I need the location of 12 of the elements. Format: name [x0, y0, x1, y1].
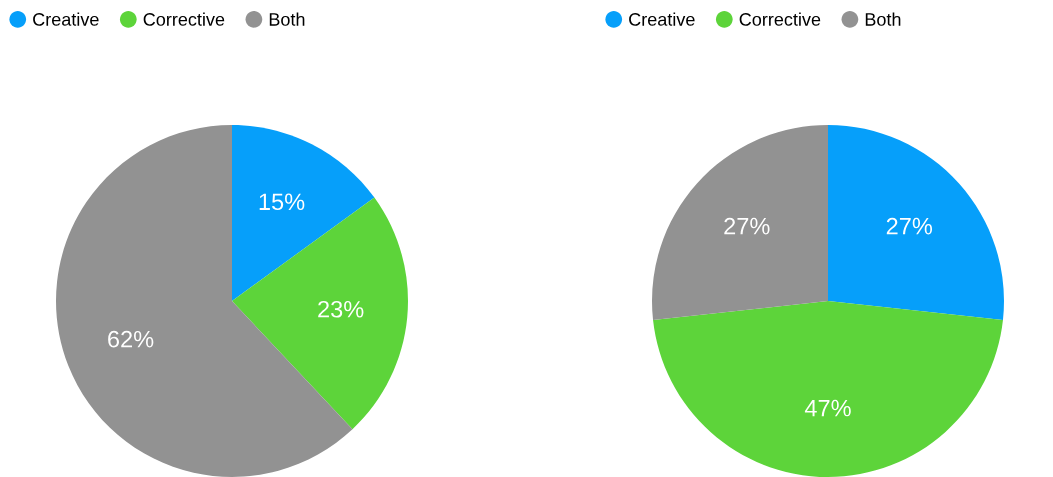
data-label: 27% [724, 217, 770, 235]
legend-label: Both [269, 12, 305, 26]
data-label: 27% [886, 217, 933, 235]
data-label: 47% [804, 399, 851, 417]
data-label: 23% [318, 300, 364, 318]
data-label: 62% [108, 330, 154, 348]
legend-label: Both [865, 12, 901, 26]
legend-label: Corrective [739, 12, 821, 26]
legend-label: Creative [629, 12, 695, 26]
data-label: 15% [259, 193, 305, 211]
legend-label: Corrective [143, 12, 225, 26]
legend-label: Creative [33, 12, 99, 26]
